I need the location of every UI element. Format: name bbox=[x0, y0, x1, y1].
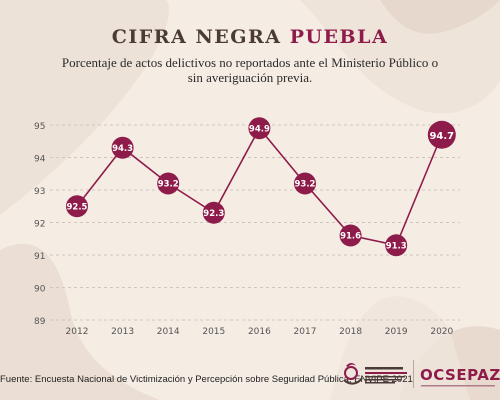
source-note: Fuente: Encuesta Nacional de Victimizaci… bbox=[0, 374, 413, 385]
data-label: 91.6 bbox=[340, 232, 361, 242]
data-point bbox=[111, 136, 134, 159]
title-accent: PUEBLA bbox=[289, 26, 389, 48]
y-tick-label: 93 bbox=[34, 187, 45, 197]
x-tick-label: 2018 bbox=[339, 327, 362, 337]
data-point bbox=[294, 172, 316, 195]
y-tick-label: 90 bbox=[34, 285, 46, 295]
page-title: CIFRA NEGRA PUEBLA bbox=[0, 26, 500, 48]
x-tick-label: 2015 bbox=[202, 327, 225, 337]
ocsepaz-tagline bbox=[421, 385, 495, 387]
logo-divider bbox=[413, 360, 414, 388]
data-label: 94.7 bbox=[429, 131, 454, 142]
data-point bbox=[157, 172, 180, 195]
y-tick-label: 94 bbox=[34, 155, 46, 165]
ocsepaz-logo: OCSEPAZ bbox=[420, 366, 500, 384]
x-tick-label: 2013 bbox=[111, 327, 134, 337]
data-point bbox=[66, 195, 88, 218]
title-main: CIFRA NEGRA bbox=[111, 26, 282, 48]
y-tick-label: 95 bbox=[34, 122, 45, 132]
data-label: 93.2 bbox=[158, 180, 179, 190]
data-point bbox=[202, 201, 225, 224]
data-point bbox=[427, 120, 456, 149]
x-tick-label: 2017 bbox=[294, 327, 317, 337]
data-label: 92.5 bbox=[67, 202, 88, 212]
consejo-ciudadano-logo bbox=[343, 363, 407, 385]
x-tick-label: 2016 bbox=[248, 327, 271, 337]
data-label: 92.3 bbox=[203, 209, 224, 219]
x-tick-label: 2012 bbox=[66, 327, 89, 337]
data-label: 94.9 bbox=[249, 124, 270, 134]
x-tick-label: 2014 bbox=[157, 327, 180, 337]
data-label: 94.3 bbox=[112, 144, 133, 154]
chart-subtitle: Porcentaje de actos delictivos no report… bbox=[61, 55, 439, 85]
x-tick-label: 2019 bbox=[385, 327, 408, 337]
data-label: 91.3 bbox=[386, 241, 407, 251]
y-tick-label: 89 bbox=[34, 317, 46, 327]
y-tick-label: 91 bbox=[34, 252, 45, 262]
data-label: 93.2 bbox=[295, 180, 316, 190]
data-point bbox=[248, 117, 271, 140]
x-tick-label: 2020 bbox=[430, 327, 453, 337]
data-point bbox=[385, 234, 408, 257]
data-point bbox=[339, 224, 362, 247]
y-tick-label: 92 bbox=[34, 220, 45, 230]
